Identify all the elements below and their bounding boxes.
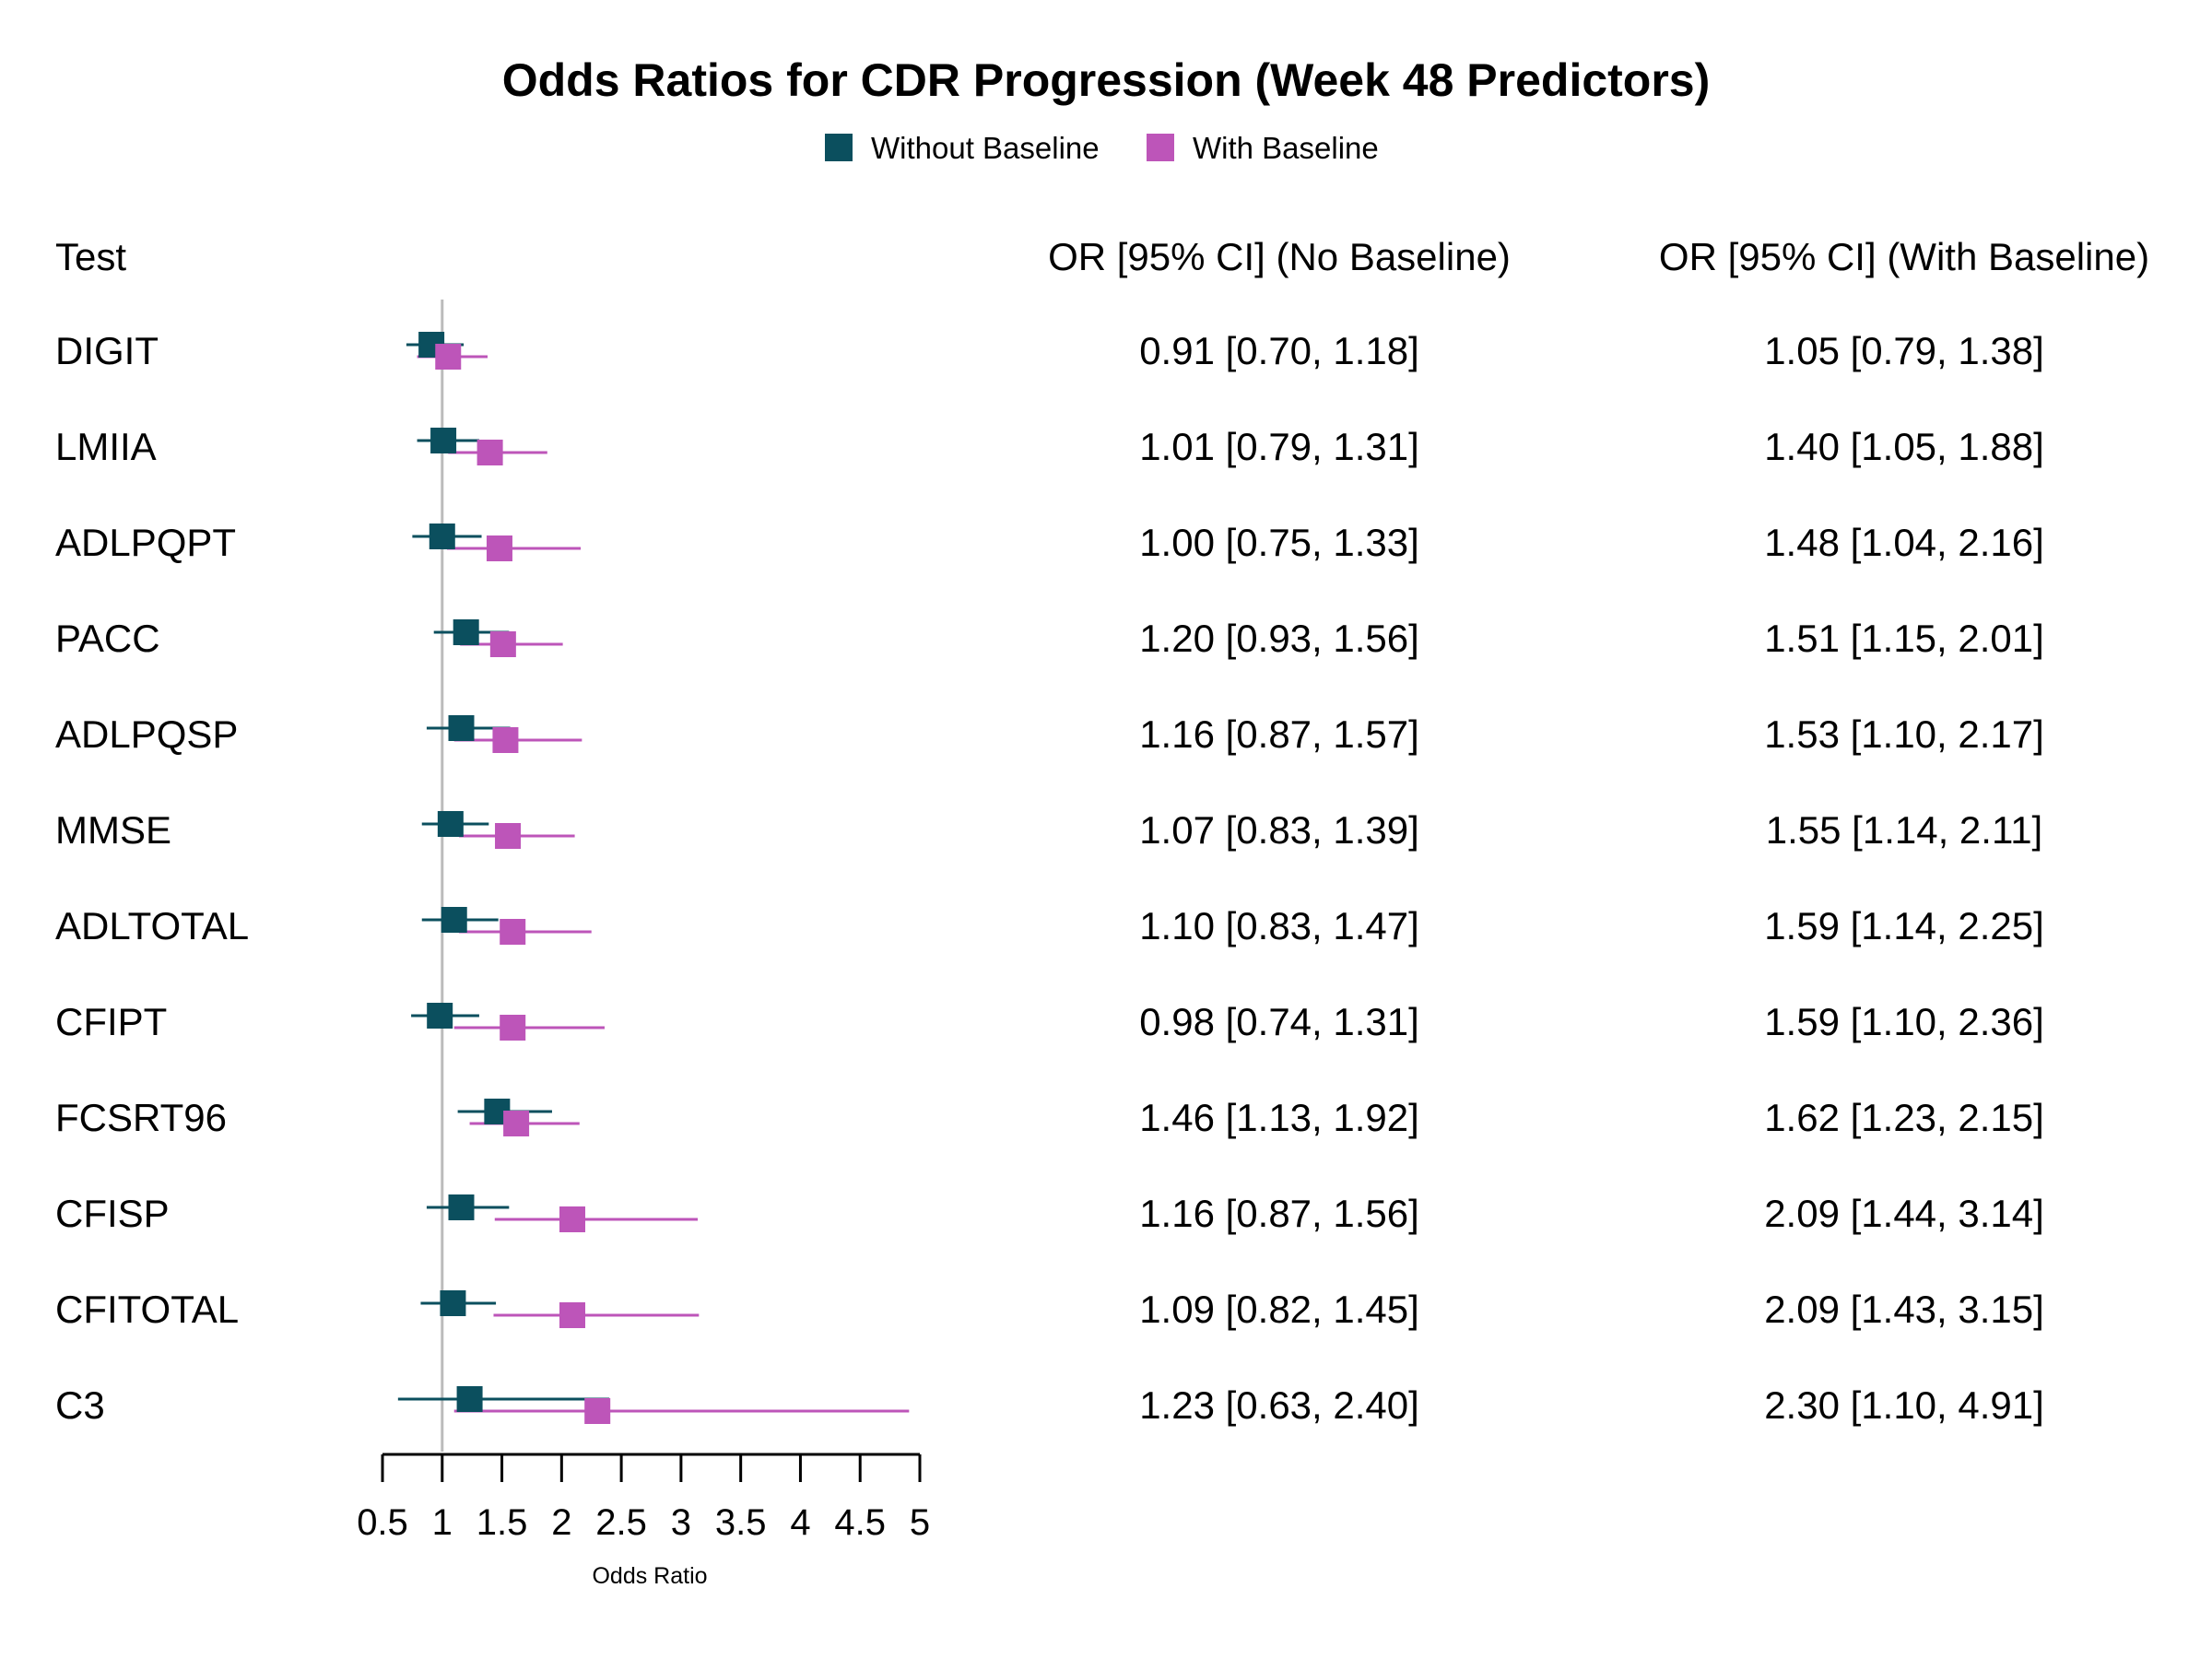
forest-row: C3 1.23 [0.63, 2.40] 2.30 [1.10, 4.91] xyxy=(55,1383,2044,1427)
column-header-no-baseline: OR [95% CI] (No Baseline) xyxy=(1048,235,1511,278)
x-tick-label: 3 xyxy=(671,1502,691,1543)
point-with-baseline xyxy=(489,631,516,657)
point-without-baseline xyxy=(429,524,455,549)
x-tick-label: 4.5 xyxy=(834,1502,886,1543)
point-without-baseline xyxy=(427,1003,453,1029)
forest-row: CFIPT 0.98 [0.74, 1.31] 1.59 [1.10, 2.36] xyxy=(55,1000,2044,1043)
row-label: ADLPQSP xyxy=(55,712,238,756)
point-without-baseline xyxy=(430,428,457,453)
row-label: FCSRT96 xyxy=(55,1096,227,1139)
legend-label-without-baseline: Without Baseline xyxy=(871,131,1100,165)
x-axis-label: Odds Ratio xyxy=(592,1563,707,1589)
or-ci-with-baseline: 2.30 [1.10, 4.91] xyxy=(1764,1383,2044,1427)
row-label: MMSE xyxy=(55,808,171,852)
row-label: CFISP xyxy=(55,1192,170,1235)
or-ci-no-baseline: 0.91 [0.70, 1.18] xyxy=(1139,329,1419,372)
or-ci-with-baseline: 1.59 [1.10, 2.36] xyxy=(1764,1000,2044,1043)
row-label: CFIPT xyxy=(55,1000,167,1043)
point-without-baseline xyxy=(453,619,479,645)
point-without-baseline xyxy=(437,811,464,837)
forest-row: PACC 1.20 [0.93, 1.56] 1.51 [1.15, 2.01] xyxy=(55,617,2044,660)
or-ci-no-baseline: 1.01 [0.79, 1.31] xyxy=(1139,425,1419,468)
row-label: ADLPQPT xyxy=(55,521,236,564)
point-with-baseline xyxy=(492,727,519,753)
x-tick-label: 2 xyxy=(551,1502,571,1543)
point-with-baseline xyxy=(477,440,503,465)
point-without-baseline xyxy=(448,715,475,741)
legend-label-with-baseline: With Baseline xyxy=(1193,131,1379,165)
or-ci-no-baseline: 1.20 [0.93, 1.56] xyxy=(1139,617,1419,660)
or-ci-with-baseline: 1.55 [1.14, 2.11] xyxy=(1766,808,2042,852)
rows: DIGIT 0.91 [0.70, 1.18] 1.05 [0.79, 1.38] L… xyxy=(55,300,2044,1452)
forest-row: FCSRT96 1.46 [1.13, 1.92] 1.62 [1.23, 2.15… xyxy=(55,1096,2044,1139)
point-with-baseline xyxy=(486,535,512,561)
or-ci-with-baseline: 1.05 [0.79, 1.38] xyxy=(1764,329,2044,372)
or-ci-no-baseline: 0.98 [0.74, 1.31] xyxy=(1139,1000,1419,1043)
or-ci-with-baseline: 2.09 [1.43, 3.15] xyxy=(1764,1288,2044,1331)
forest-row: ADLPQPT 1.00 [0.75, 1.33] 1.48 [1.04, 2.16… xyxy=(55,521,2044,564)
legend: Without Baseline With Baseline xyxy=(825,131,1379,165)
or-ci-no-baseline: 1.00 [0.75, 1.33] xyxy=(1139,521,1419,564)
row-label: C3 xyxy=(55,1383,105,1427)
forest-row: CFITOTAL 1.09 [0.82, 1.45] 2.09 [1.43, 3.1… xyxy=(55,1288,2044,1331)
point-without-baseline xyxy=(440,1290,466,1316)
or-ci-no-baseline: 1.16 [0.87, 1.57] xyxy=(1139,712,1419,756)
x-tick-label: 1 xyxy=(432,1502,453,1543)
x-tick-label: 2.5 xyxy=(595,1502,647,1543)
point-without-baseline xyxy=(441,907,467,933)
point-without-baseline xyxy=(448,1194,475,1220)
x-tick-label: 0.5 xyxy=(357,1502,408,1543)
x-tick-label: 5 xyxy=(910,1502,930,1543)
point-with-baseline xyxy=(495,823,522,849)
or-ci-no-baseline: 1.16 [0.87, 1.56] xyxy=(1139,1192,1419,1235)
x-axis: 0.5 1 1.5 2 2.5 3 3.5 4 4.5 5 xyxy=(357,1453,930,1543)
or-ci-with-baseline: 1.53 [1.10, 2.17] xyxy=(1764,712,2044,756)
point-with-baseline xyxy=(559,1302,585,1328)
x-tick-label: 3.5 xyxy=(715,1502,767,1543)
or-ci-with-baseline: 1.40 [1.05, 1.88] xyxy=(1764,425,2044,468)
or-ci-with-baseline: 1.48 [1.04, 2.16] xyxy=(1764,521,2044,564)
x-tick-label: 4 xyxy=(790,1502,810,1543)
row-label: ADLTOTAL xyxy=(55,904,249,947)
point-with-baseline xyxy=(584,1398,611,1424)
or-ci-no-baseline: 1.46 [1.13, 1.92] xyxy=(1139,1096,1419,1139)
row-label: LMIIA xyxy=(55,425,157,468)
or-ci-no-baseline: 1.10 [0.83, 1.47] xyxy=(1139,904,1419,947)
column-header-with-baseline: OR [95% CI] (With Baseline) xyxy=(1659,235,2149,278)
legend-swatch-without-baseline xyxy=(825,134,853,161)
or-ci-no-baseline: 1.23 [0.63, 2.40] xyxy=(1139,1383,1419,1427)
or-ci-with-baseline: 1.62 [1.23, 2.15] xyxy=(1764,1096,2044,1139)
point-with-baseline xyxy=(503,1111,530,1136)
point-without-baseline xyxy=(456,1386,483,1412)
forest-row: DIGIT 0.91 [0.70, 1.18] 1.05 [0.79, 1.38] xyxy=(55,329,2044,372)
row-label: DIGIT xyxy=(55,329,159,372)
row-label: CFITOTAL xyxy=(55,1288,239,1331)
or-ci-no-baseline: 1.07 [0.83, 1.39] xyxy=(1139,808,1419,852)
or-ci-with-baseline: 2.09 [1.44, 3.14] xyxy=(1764,1192,2044,1235)
or-ci-with-baseline: 1.59 [1.14, 2.25] xyxy=(1764,904,2044,947)
point-with-baseline xyxy=(559,1206,585,1232)
forest-row: LMIIA 1.01 [0.79, 1.31] 1.40 [1.05, 1.88] xyxy=(55,425,2044,468)
legend-swatch-with-baseline xyxy=(1147,134,1174,161)
point-with-baseline xyxy=(500,919,526,945)
x-tick-label: 1.5 xyxy=(477,1502,528,1543)
or-ci-no-baseline: 1.09 [0.82, 1.45] xyxy=(1139,1288,1419,1331)
forest-row: ADLTOTAL 1.10 [0.83, 1.47] 1.59 [1.14, 2.2… xyxy=(55,904,2044,947)
forest-row: CFISP 1.16 [0.87, 1.56] 2.09 [1.44, 3.14] xyxy=(55,1192,2044,1235)
column-header-test: Test xyxy=(55,235,126,278)
row-label: PACC xyxy=(55,617,160,660)
point-with-baseline xyxy=(435,344,462,370)
or-ci-with-baseline: 1.51 [1.15, 2.01] xyxy=(1764,617,2044,660)
forest-row: MMSE 1.07 [0.83, 1.39] 1.55 [1.14, 2.11] xyxy=(55,808,2042,852)
forest-row: ADLPQSP 1.16 [0.87, 1.57] 1.53 [1.10, 2.17… xyxy=(55,712,2044,756)
point-with-baseline xyxy=(500,1015,526,1041)
chart-title: Odds Ratios for CDR Progression (Week 48… xyxy=(502,54,1711,106)
